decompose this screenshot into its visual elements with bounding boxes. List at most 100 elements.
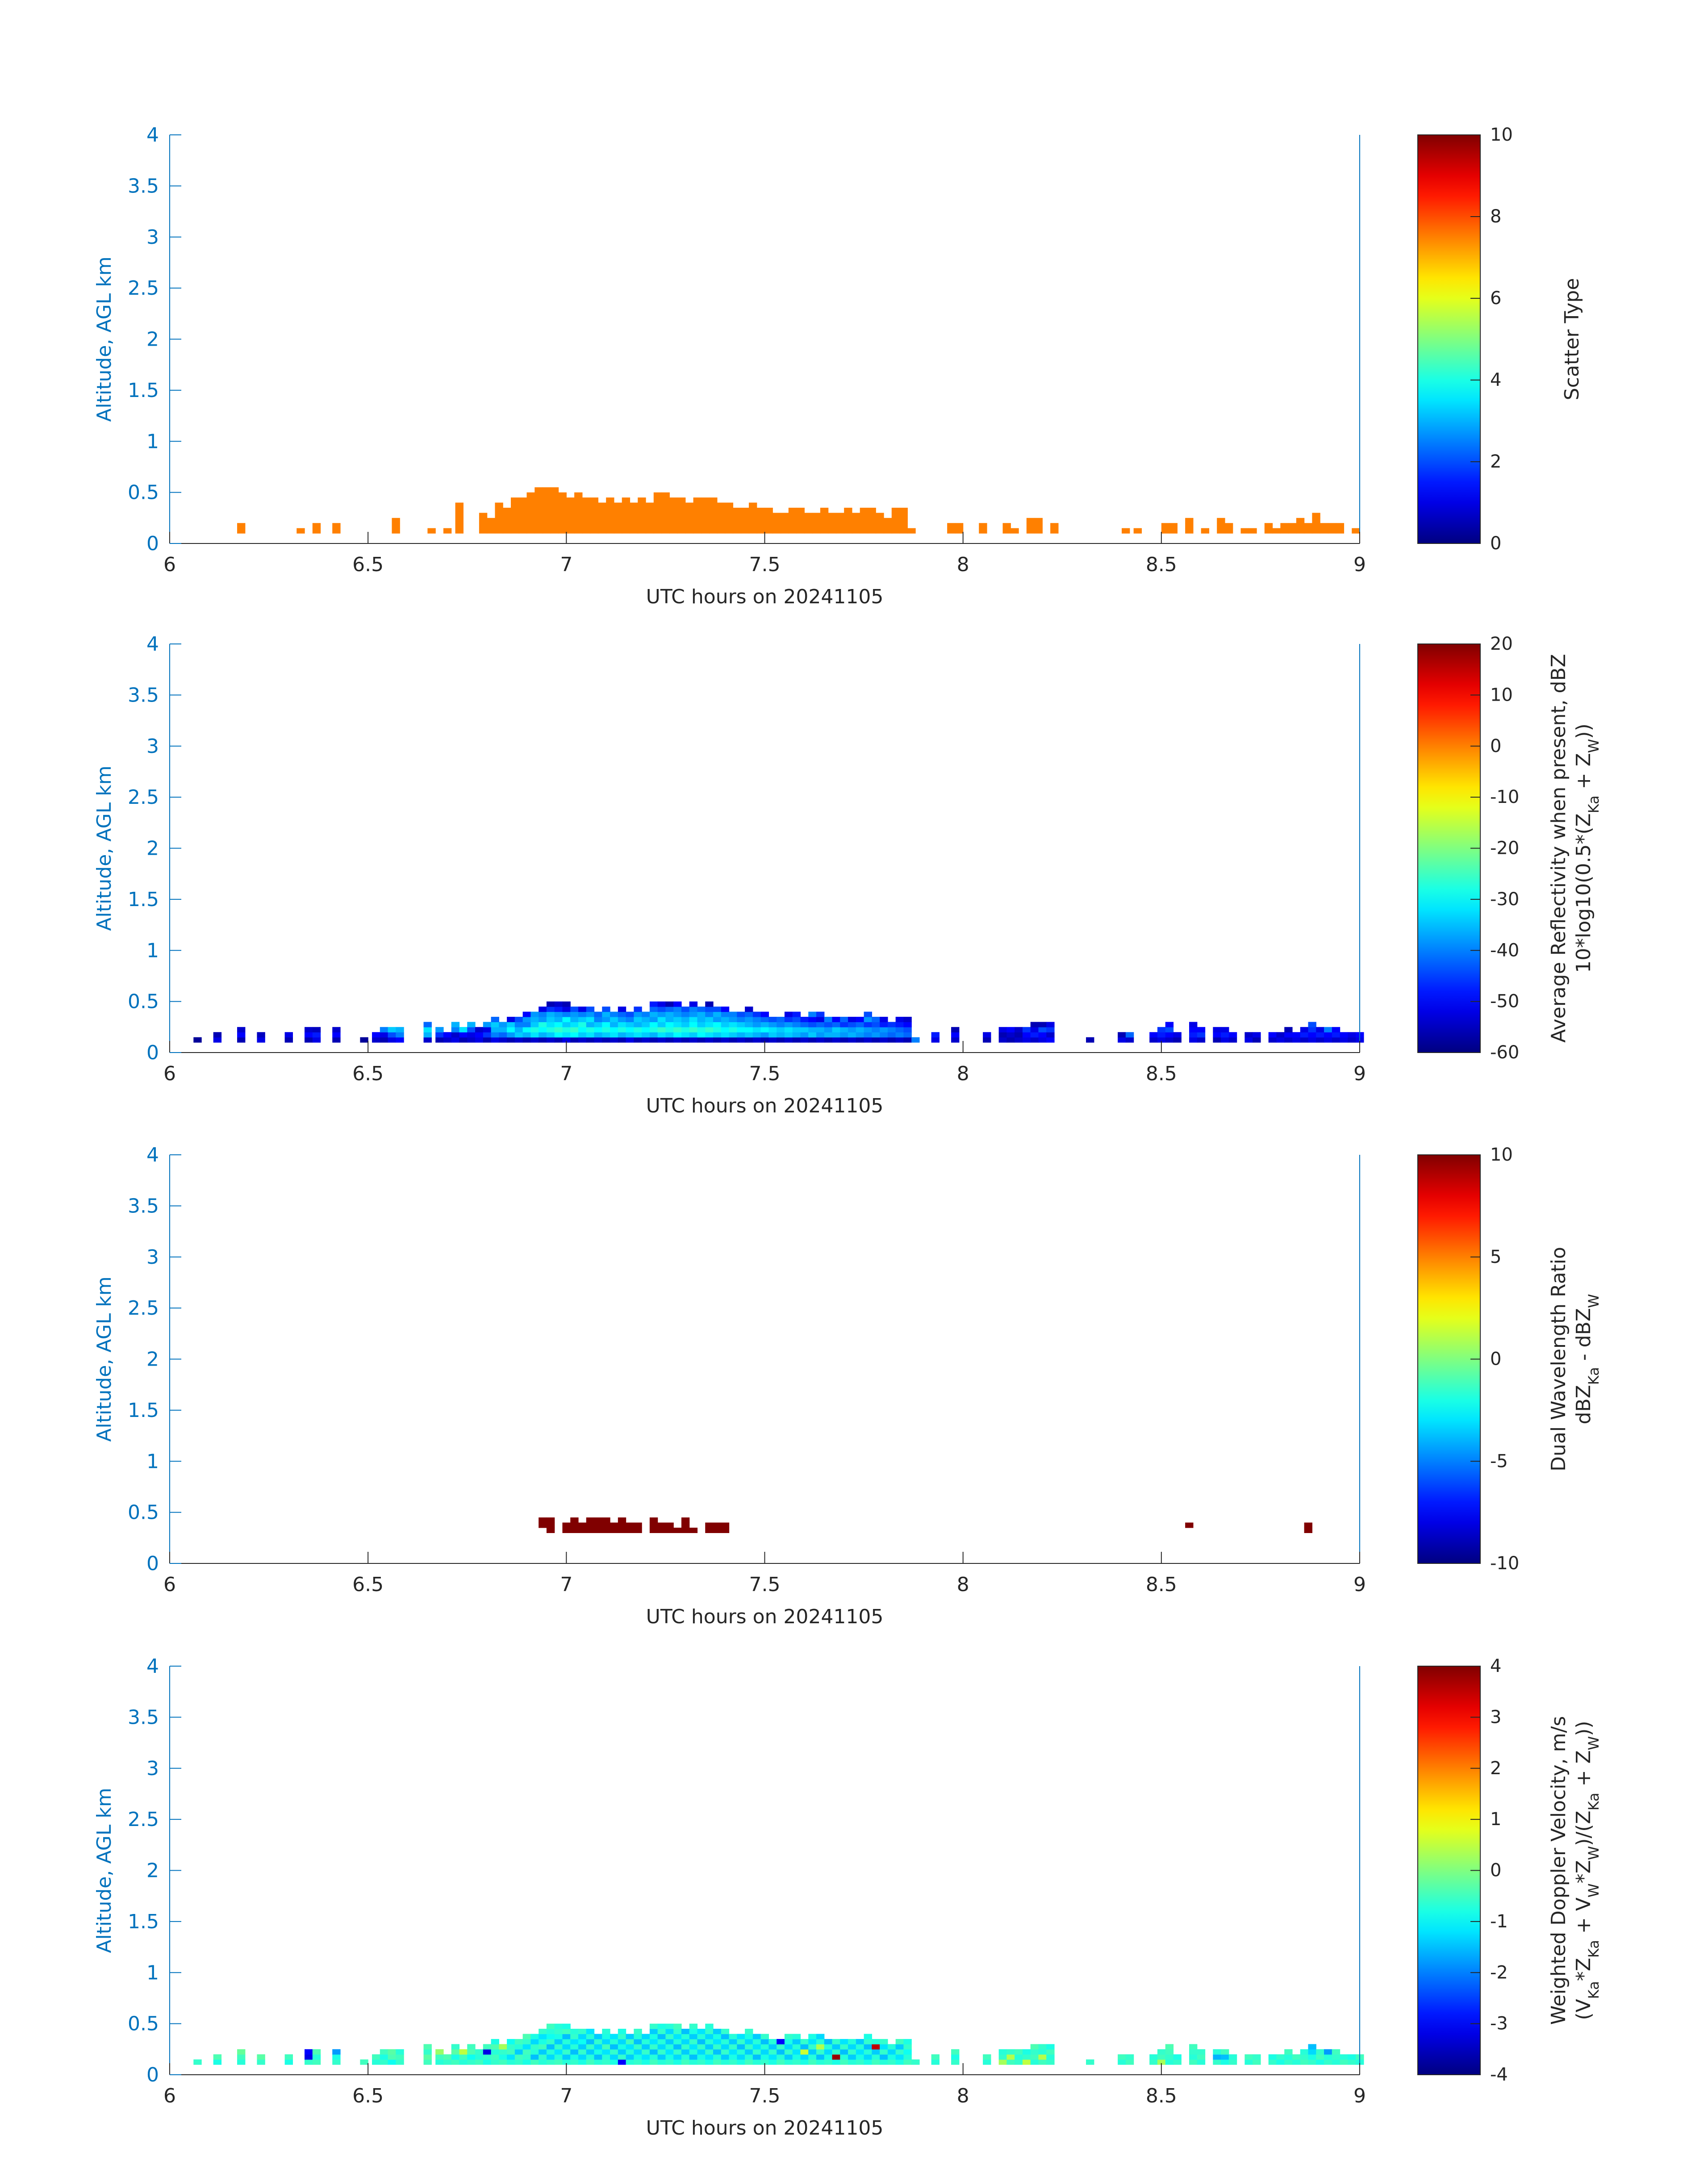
heatmap-cell <box>689 1022 698 1028</box>
heatmap-cell <box>562 2023 571 2029</box>
heatmap-cell <box>332 2054 341 2060</box>
heatmap-cell <box>895 2059 904 2065</box>
heatmap-cell <box>514 1032 523 1038</box>
heatmap-cell <box>558 518 567 523</box>
heatmap-cell <box>634 2044 642 2050</box>
heatmap-cell <box>725 523 734 529</box>
formula-part: *Z <box>1572 1958 1595 1981</box>
heatmap-cell <box>213 2054 222 2060</box>
heatmap-cell <box>1030 2059 1039 2065</box>
heatmap-cell <box>618 1037 626 1043</box>
heatmap-cell <box>777 1032 785 1038</box>
heatmap-cell <box>558 497 567 503</box>
y-tick-label: 1.5 <box>128 1910 159 1933</box>
colorbar-tick-label: -30 <box>1490 889 1519 910</box>
heatmap-cell <box>372 2054 380 2060</box>
x-tick-label: 9 <box>1353 553 1366 576</box>
heatmap-cell <box>697 2034 706 2039</box>
heatmap-cell <box>1340 1032 1348 1038</box>
heatmap-cell <box>1316 1032 1324 1038</box>
heatmap-cell <box>864 2044 872 2050</box>
heatmap-cell <box>657 1022 666 1028</box>
heatmap-cell <box>737 1022 745 1028</box>
heatmap-cell <box>1332 2059 1341 2065</box>
heatmap-cell <box>725 513 734 518</box>
x-tick-label: 6.5 <box>352 2085 384 2107</box>
heatmap-cell <box>475 2054 484 2060</box>
heatmap-cell <box>661 518 670 523</box>
heatmap-cell <box>649 2034 658 2039</box>
heatmap-cell <box>514 1016 523 1022</box>
heatmap-cell <box>1228 2059 1237 2065</box>
heatmap-cell <box>931 2059 940 2065</box>
heatmap-cell <box>1332 1037 1341 1043</box>
heatmap-cell <box>665 1027 674 1032</box>
heatmap-cell <box>868 523 876 529</box>
heatmap-cell <box>1324 1027 1332 1032</box>
heatmap-cell <box>396 1037 404 1043</box>
heatmap-cell <box>491 2039 499 2044</box>
heatmap-cell <box>729 1027 737 1032</box>
heatmap-cell <box>606 513 614 518</box>
heatmap-cell <box>1173 1037 1182 1043</box>
heatmap-cell <box>649 1022 658 1028</box>
heatmap-cell <box>1086 2059 1094 2065</box>
heatmap-cell <box>701 528 710 534</box>
heatmap-cell <box>788 528 797 534</box>
y-tick-label: 2.5 <box>128 786 159 809</box>
heatmap-cell <box>483 1037 492 1043</box>
heatmap-cell <box>1280 528 1289 534</box>
heatmap-cell <box>856 2059 864 2065</box>
heatmap-cell <box>1165 1022 1174 1028</box>
heatmap-cell <box>606 507 614 513</box>
heatmap-cell <box>951 1037 960 1043</box>
heatmap-cell <box>586 1007 595 1012</box>
heatmap-cell <box>665 1001 674 1007</box>
heatmap-cell <box>709 507 718 513</box>
heatmap-cell <box>705 2049 714 2055</box>
heatmap-cell <box>864 2034 872 2039</box>
heatmap-cell <box>638 502 646 508</box>
heatmap-cell <box>610 1011 618 1017</box>
heatmap-cell <box>1125 2054 1134 2060</box>
heatmap-cell <box>709 523 718 529</box>
heatmap-cell <box>582 502 591 508</box>
heatmap-cell <box>673 2029 682 2035</box>
heatmap-cell <box>380 1032 388 1038</box>
heatmap-cell <box>530 1027 539 1032</box>
heatmap-cell <box>630 528 638 534</box>
x-tick-label: 8 <box>957 553 969 576</box>
heatmap-cell <box>665 2034 674 2039</box>
heatmap-cell <box>578 1016 587 1022</box>
colorbar-tick-label: 2 <box>1490 451 1501 472</box>
heatmap-cell <box>546 1037 555 1043</box>
heatmap-cell <box>777 2059 785 2065</box>
heatmap-cell <box>808 1011 817 1017</box>
heatmap-cell <box>570 2059 579 2065</box>
heatmap-cell <box>610 1527 618 1533</box>
colorbar-tick-label: 0 <box>1490 1349 1501 1370</box>
x-tick-label: 6 <box>163 1573 176 1596</box>
heatmap-cell <box>1038 2059 1047 2065</box>
heatmap-cell <box>1336 523 1345 529</box>
heatmap-cell <box>752 2039 761 2044</box>
heatmap-cell <box>388 2059 396 2065</box>
heatmap-cell <box>483 2044 492 2050</box>
heatmap-cell <box>1006 1037 1015 1043</box>
heatmap-cell <box>1161 528 1170 534</box>
heatmap-cell <box>570 2039 579 2044</box>
x-tick-label: 6.5 <box>352 1573 384 1596</box>
y-tick-label: 0.5 <box>128 2013 159 2035</box>
heatmap-cell <box>372 1032 380 1038</box>
heatmap-cell <box>1165 1037 1174 1043</box>
heatmap-cell <box>626 1011 634 1017</box>
heatmap-cell <box>777 2054 785 2060</box>
heatmap-cell <box>848 2059 856 2065</box>
heatmap-cell <box>1197 2049 1206 2055</box>
heatmap-cells <box>193 1001 1364 1043</box>
heatmap-cell <box>768 2054 777 2060</box>
heatmap-cell <box>880 1016 888 1022</box>
heatmap-cell <box>491 2059 499 2065</box>
heatmap-cell <box>522 1011 531 1017</box>
heatmap-cell <box>522 2034 531 2039</box>
